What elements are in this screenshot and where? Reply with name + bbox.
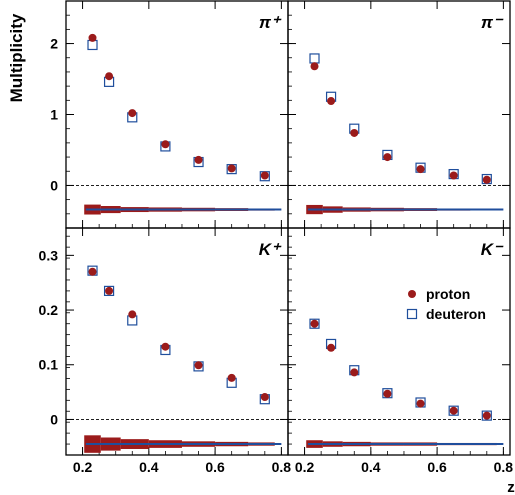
proton-point — [128, 310, 137, 319]
series-deuteron — [87, 265, 270, 405]
y-tick-label: 0.2 — [39, 302, 59, 318]
panel-1: π⁻ — [287, 0, 511, 229]
y-tick-label: 2 — [50, 36, 58, 52]
panel-label: K⁺ — [259, 240, 282, 259]
y-tick-label: 0 — [50, 177, 58, 193]
y-tick-label: 1 — [50, 107, 58, 123]
panel-frame — [65, 227, 289, 456]
proton-point — [88, 267, 97, 276]
proton-point — [260, 393, 269, 402]
systematic-band — [84, 204, 282, 215]
proton-point — [416, 165, 425, 174]
x-tick-label: 0.4 — [139, 459, 159, 475]
proton-point — [161, 140, 170, 149]
series-deuteron — [309, 53, 492, 185]
legend-proton-marker — [408, 290, 416, 298]
legend-deuteron-marker — [406, 308, 418, 320]
proton-point — [194, 361, 203, 370]
systematic-band — [306, 204, 504, 215]
y-axis-label: Multiplicity — [7, 13, 26, 102]
proton-point — [227, 164, 236, 173]
legend: proton deuteron — [406, 286, 486, 322]
x-tick-label: 0.8 — [494, 459, 514, 475]
deuteron-point — [309, 53, 320, 64]
panel-frame — [287, 227, 511, 456]
y-tick-label: 0.1 — [39, 357, 59, 373]
x-tick-label: 0.2 — [295, 459, 315, 475]
proton-point — [128, 109, 137, 118]
panel-frame — [287, 0, 511, 229]
panels-group: 0 1 2 π⁺ π⁻ 0 0.1 0.2 0.3 0.2 0.4 0.6 0.8 K⁺ 0.2 0.4 0.6… — [39, 0, 514, 475]
proton-point — [227, 373, 236, 382]
proton-point — [260, 171, 269, 180]
panel-label: π⁻ — [481, 13, 504, 32]
panel-frame — [65, 0, 289, 229]
proton-point — [194, 155, 203, 164]
proton-point — [449, 171, 458, 180]
proton-point — [105, 72, 114, 81]
proton-point — [105, 286, 114, 295]
systematic-band — [84, 435, 282, 453]
panel-3: 0.2 0.4 0.6 0.8 K⁻ proton deuteron — [287, 227, 514, 475]
panel-label: π⁺ — [259, 13, 282, 32]
proton-point — [350, 368, 359, 377]
systematic-band — [306, 440, 504, 448]
legend-label: proton — [426, 286, 470, 302]
proton-point — [310, 319, 319, 328]
series-deuteron — [309, 318, 492, 421]
x-axis-label: z — [507, 479, 515, 495]
panel-2: 0 0.1 0.2 0.3 0.2 0.4 0.6 0.8 K⁺ — [39, 227, 292, 475]
y-tick-label: 0.3 — [39, 247, 59, 263]
proton-point — [327, 97, 336, 106]
proton-point — [88, 33, 97, 42]
x-tick-label: 0.4 — [361, 459, 381, 475]
x-tick-label: 0.8 — [272, 459, 292, 475]
proton-point — [383, 389, 392, 398]
proton-point — [383, 153, 392, 162]
series-deuteron — [87, 39, 270, 182]
legend-label: deuteron — [426, 306, 486, 322]
proton-point — [482, 411, 491, 420]
proton-point — [310, 62, 319, 71]
x-tick-label: 0.6 — [427, 459, 447, 475]
proton-point — [350, 128, 359, 137]
proton-point — [416, 399, 425, 408]
proton-point — [161, 342, 170, 351]
proton-point — [449, 406, 458, 415]
proton-point — [482, 175, 491, 184]
x-tick-label: 0.2 — [73, 459, 93, 475]
panel-label: K⁻ — [481, 240, 504, 259]
panel-0: 0 1 2 π⁺ — [50, 0, 289, 229]
x-tick-label: 0.6 — [205, 459, 225, 475]
y-tick-label: 0 — [50, 411, 58, 427]
proton-point — [327, 343, 336, 352]
